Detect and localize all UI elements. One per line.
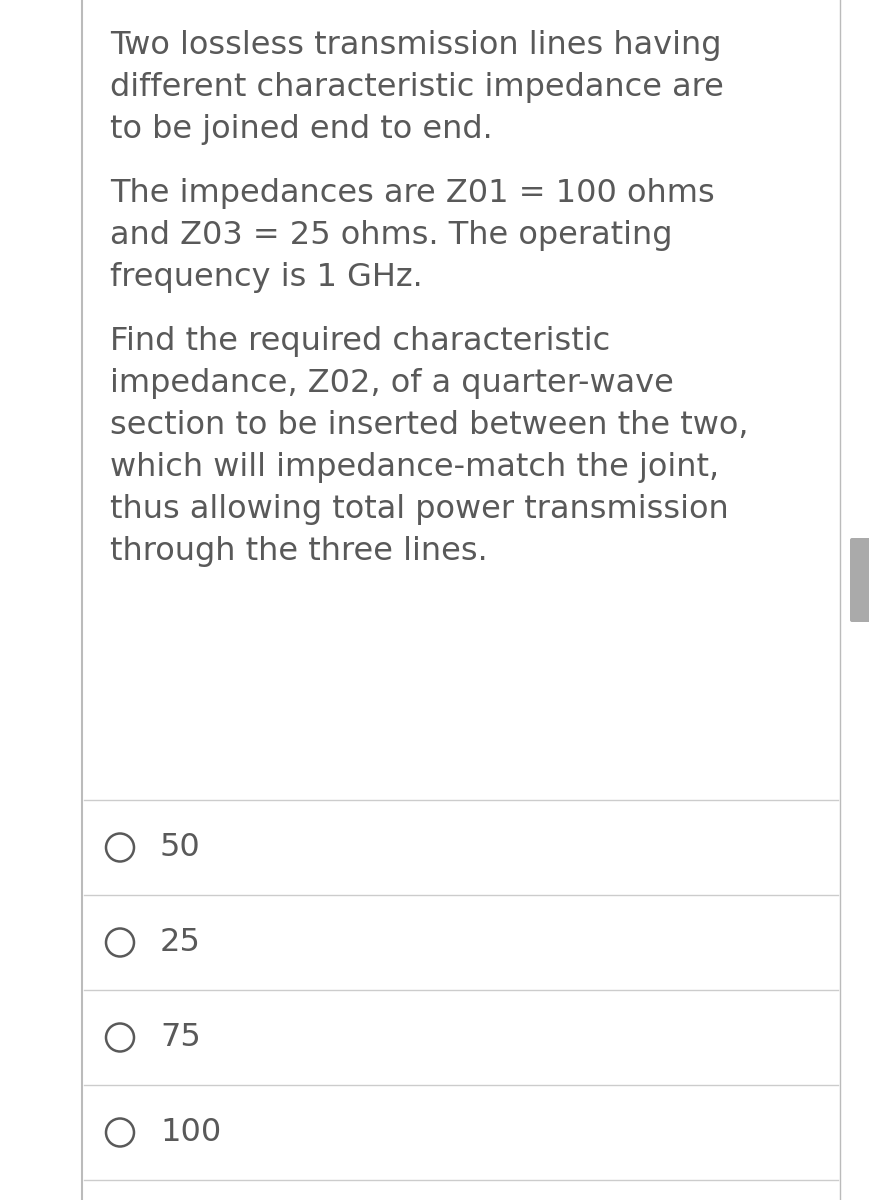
FancyBboxPatch shape bbox=[849, 538, 869, 622]
Text: Two lossless transmission lines having: Two lossless transmission lines having bbox=[109, 30, 720, 61]
Text: impedance, Z02, of a quarter-wave: impedance, Z02, of a quarter-wave bbox=[109, 368, 673, 398]
Text: thus allowing total power transmission: thus allowing total power transmission bbox=[109, 494, 728, 526]
Text: 75: 75 bbox=[160, 1022, 201, 1054]
Text: which will impedance-match the joint,: which will impedance-match the joint, bbox=[109, 452, 719, 482]
Text: and Z03 = 25 ohms. The operating: and Z03 = 25 ohms. The operating bbox=[109, 220, 672, 251]
Text: to be joined end to end.: to be joined end to end. bbox=[109, 114, 492, 145]
Text: Find the required characteristic: Find the required characteristic bbox=[109, 326, 609, 358]
Text: 100: 100 bbox=[160, 1117, 221, 1148]
Text: frequency is 1 GHz.: frequency is 1 GHz. bbox=[109, 262, 422, 293]
Text: 50: 50 bbox=[160, 832, 201, 863]
Text: 25: 25 bbox=[160, 926, 201, 958]
Text: different characteristic impedance are: different characteristic impedance are bbox=[109, 72, 723, 103]
Text: The impedances are Z01 = 100 ohms: The impedances are Z01 = 100 ohms bbox=[109, 178, 714, 209]
Text: section to be inserted between the two,: section to be inserted between the two, bbox=[109, 410, 747, 440]
Text: through the three lines.: through the three lines. bbox=[109, 536, 488, 566]
